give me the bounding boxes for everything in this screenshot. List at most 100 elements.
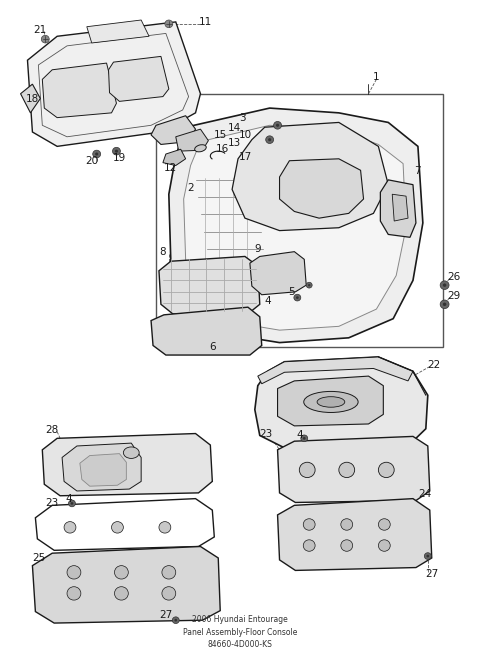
Polygon shape [380, 180, 416, 237]
Circle shape [69, 500, 75, 507]
Text: 16: 16 [216, 144, 229, 154]
Text: 6: 6 [209, 343, 216, 352]
Text: 7: 7 [415, 166, 421, 176]
Text: 12: 12 [164, 163, 178, 174]
Polygon shape [176, 129, 208, 151]
Text: 22: 22 [427, 360, 440, 369]
Circle shape [294, 294, 301, 301]
Circle shape [296, 296, 299, 299]
Text: 9: 9 [254, 244, 261, 253]
Text: 15: 15 [214, 130, 227, 140]
Text: 18: 18 [26, 94, 39, 103]
Polygon shape [169, 108, 423, 343]
Circle shape [301, 435, 308, 441]
Circle shape [114, 566, 128, 579]
Polygon shape [87, 20, 149, 43]
Circle shape [112, 147, 120, 155]
Ellipse shape [195, 145, 206, 152]
Circle shape [276, 124, 279, 127]
Circle shape [174, 619, 177, 622]
Text: 25: 25 [33, 553, 46, 563]
Text: 19: 19 [113, 153, 126, 163]
Circle shape [67, 587, 81, 600]
Circle shape [64, 521, 76, 533]
Circle shape [306, 282, 312, 288]
Circle shape [266, 136, 274, 143]
Polygon shape [279, 159, 363, 218]
Text: 11: 11 [199, 17, 212, 27]
Circle shape [341, 519, 353, 530]
Polygon shape [255, 357, 428, 448]
Circle shape [274, 121, 281, 129]
Text: 23: 23 [46, 498, 59, 508]
Polygon shape [250, 252, 306, 295]
Polygon shape [159, 257, 260, 314]
Circle shape [440, 300, 449, 309]
Circle shape [378, 519, 390, 530]
Circle shape [443, 303, 446, 306]
Text: 13: 13 [228, 138, 240, 147]
Polygon shape [277, 376, 384, 426]
Text: 28: 28 [46, 424, 59, 435]
Text: 14: 14 [228, 123, 240, 133]
Circle shape [300, 462, 315, 477]
Text: 21: 21 [34, 25, 47, 35]
Circle shape [67, 566, 81, 579]
Text: 24: 24 [418, 489, 432, 499]
Text: 23: 23 [259, 428, 272, 439]
Polygon shape [277, 498, 432, 571]
Circle shape [95, 153, 98, 155]
Circle shape [162, 587, 176, 600]
Ellipse shape [317, 397, 345, 407]
Polygon shape [151, 116, 195, 145]
Text: 10: 10 [239, 130, 252, 140]
Circle shape [339, 462, 355, 477]
Polygon shape [184, 125, 406, 330]
Circle shape [378, 540, 390, 552]
Polygon shape [108, 56, 169, 102]
Text: 4: 4 [66, 494, 72, 504]
Polygon shape [62, 443, 141, 491]
Circle shape [303, 437, 306, 440]
Ellipse shape [304, 392, 358, 413]
Polygon shape [42, 63, 117, 118]
Circle shape [341, 540, 353, 552]
Circle shape [303, 540, 315, 552]
Polygon shape [27, 22, 201, 146]
Polygon shape [42, 434, 212, 496]
Circle shape [93, 150, 101, 158]
Text: 1: 1 [373, 73, 380, 83]
Text: 2: 2 [187, 183, 194, 193]
Circle shape [378, 462, 394, 477]
Text: 3: 3 [239, 113, 245, 122]
Circle shape [114, 587, 128, 600]
Circle shape [308, 284, 311, 286]
Polygon shape [258, 357, 413, 384]
Polygon shape [392, 195, 408, 221]
Circle shape [162, 566, 176, 579]
Text: 5: 5 [288, 287, 295, 297]
Circle shape [443, 284, 446, 287]
Circle shape [165, 20, 173, 28]
Circle shape [115, 149, 118, 153]
Polygon shape [33, 546, 220, 623]
Circle shape [71, 502, 73, 505]
Circle shape [303, 519, 315, 530]
Circle shape [268, 138, 271, 141]
Polygon shape [163, 149, 186, 166]
Polygon shape [80, 454, 126, 486]
Text: 26: 26 [447, 272, 460, 282]
Polygon shape [232, 122, 388, 231]
Circle shape [172, 617, 179, 624]
Text: 4: 4 [296, 430, 302, 440]
Text: 17: 17 [240, 152, 252, 162]
Circle shape [159, 521, 171, 533]
Circle shape [440, 281, 449, 290]
Circle shape [41, 35, 49, 43]
Text: 27: 27 [159, 610, 172, 620]
Text: 20: 20 [85, 156, 98, 166]
Text: 4: 4 [264, 297, 271, 307]
Text: 29: 29 [447, 291, 460, 301]
Circle shape [111, 521, 123, 533]
Polygon shape [151, 307, 262, 355]
